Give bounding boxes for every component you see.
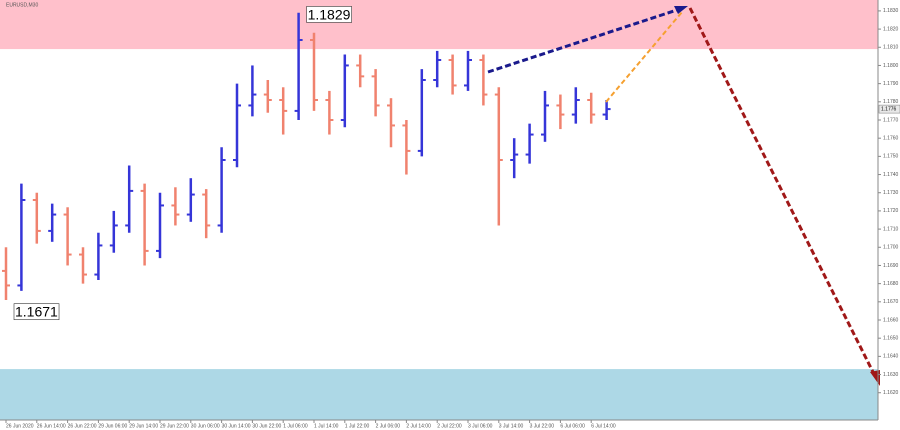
x-tick-label: 1 Jul 14:00 [314,423,339,429]
x-tick-label: 29 Jun 06:00 [98,423,127,429]
zone [0,0,878,50]
annotation-box [13,303,60,321]
y-tick-label: 1.1710 [883,226,899,232]
x-tick-label: 26 Jun 14:00 [37,423,66,429]
y-tick-label: 1.1680 [883,281,899,287]
y-tick-label: 1.1690 [883,263,899,269]
forecast-arrow [605,11,683,103]
price-marker-label: 1.1776 [881,106,897,112]
annotation: 1.1829 [308,6,351,22]
x-tick-label: 3 Jul 06:00 [468,423,493,429]
x-tick-label: 6 Jul 06:00 [560,423,585,429]
x-tick-label: 2 Jul 06:00 [376,423,401,429]
price-marker [878,104,900,114]
x-tick-label: 1 Jul 06:00 [283,423,308,429]
x-tick-label: 3 Jul 22:00 [530,423,555,429]
annotation: 1.1671 [15,304,58,320]
y-tick-label: 1.1660 [883,317,899,323]
y-tick-label: 1.1790 [883,81,899,87]
x-tick-label: 2 Jul 14:00 [406,423,431,429]
y-tick-label: 1.1730 [883,190,899,196]
y-tick-label: 1.1720 [883,208,899,214]
y-tick-label: 1.1620 [883,390,899,396]
chart-title: EURUSD,M30 [6,2,38,8]
x-tick-label: 2 Jul 22:00 [437,423,462,429]
forecast-arrow [688,7,876,375]
x-tick-label: 1 Jul 22:00 [345,423,370,429]
x-tick-label: 29 Jun 14:00 [129,423,158,429]
x-tick-label: 29 Jun 22:00 [160,423,189,429]
y-tick-label: 1.1650 [883,336,899,342]
y-tick-label: 1.1760 [883,136,899,142]
y-tick-label: 1.1770 [883,117,899,123]
y-tick-label: 1.1780 [883,99,899,105]
y-tick-label: 1.1700 [883,245,899,251]
y-tick-label: 1.1820 [883,26,899,32]
annotation-box [306,6,352,23]
y-tick-label: 1.1740 [883,172,899,178]
x-tick-label: 30 Jun 06:00 [191,423,220,429]
x-tick-label: 26 Jun 2020 [6,423,34,429]
y-tick-label: 1.1640 [883,354,899,360]
x-tick-label: 6 Jul 14:00 [591,423,616,429]
x-tick-label: 26 Jun 22:00 [68,423,97,429]
zone [0,369,878,420]
y-tick-label: 1.1670 [883,299,899,305]
x-tick-label: 3 Jul 14:00 [499,423,524,429]
y-tick-label: 1.1830 [883,8,899,14]
y-tick-label: 1.1800 [883,63,899,69]
x-tick-label: 30 Jun 14:00 [222,423,251,429]
y-tick-label: 1.1630 [883,372,899,378]
y-tick-label: 1.1810 [883,45,899,51]
x-tick-label: 30 Jun 22:00 [252,423,281,429]
y-tick-label: 1.1750 [883,154,899,160]
zones [0,0,878,420]
arrow-head [674,6,688,14]
bars [2,12,611,300]
forecast-arrow [487,7,681,74]
